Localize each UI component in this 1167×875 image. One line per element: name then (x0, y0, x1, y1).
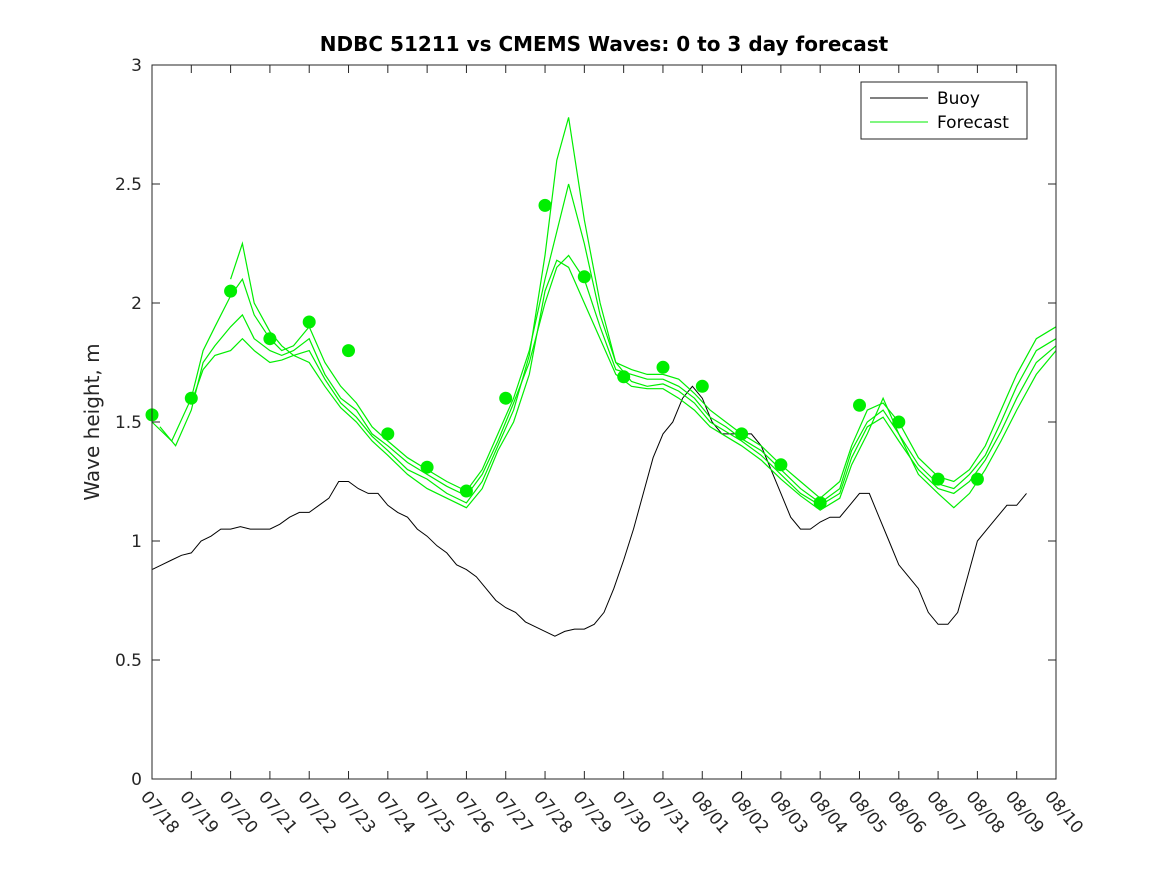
buoy-series-layer (151, 385, 1027, 637)
forecast-point (892, 415, 906, 429)
buoy-series-line (151, 385, 1027, 637)
forecast-point (302, 315, 316, 329)
forecast-point (695, 379, 709, 393)
forecast-point (224, 284, 238, 298)
plot-area (152, 65, 1056, 779)
forecast-point (656, 360, 670, 374)
y-axis-label: Wave height, m (80, 343, 104, 500)
y-tick-label: 0.5 (115, 651, 142, 671)
legend: Buoy Forecast (860, 81, 1028, 140)
forecast-point (735, 427, 749, 441)
legend-forecast-label: Forecast (937, 113, 1009, 133)
forecast-series-layer (145, 117, 1057, 511)
y-tick-label: 3 (131, 56, 142, 76)
legend-buoy-label: Buoy (937, 89, 980, 109)
y-tick-label: 0 (131, 770, 142, 790)
chart-title: NDBC 51211 vs CMEMS Waves: 0 to 3 day fo… (320, 32, 889, 56)
forecast-point (970, 472, 984, 486)
forecast-point (577, 270, 591, 284)
legend-box (860, 81, 1028, 140)
forecast-point (538, 198, 552, 212)
forecast-point (813, 496, 827, 510)
forecast-point (420, 460, 434, 474)
forecast-point (499, 391, 513, 405)
forecast-point (774, 458, 788, 472)
forecast-point (853, 398, 866, 412)
forecast-point (617, 370, 631, 384)
y-tick-label: 2 (131, 294, 142, 314)
forecast-trace-line-3 (190, 117, 1057, 507)
y-tick-label: 2.5 (115, 175, 142, 195)
forecast-point (263, 332, 277, 346)
forecast-point (381, 427, 395, 441)
forecast-point (459, 484, 473, 498)
forecast-point (184, 391, 198, 405)
y-tick-label: 1.5 (115, 413, 142, 433)
y-tick-label: 1 (131, 532, 142, 552)
forecast-point (342, 344, 355, 358)
forecast-point (931, 472, 945, 486)
